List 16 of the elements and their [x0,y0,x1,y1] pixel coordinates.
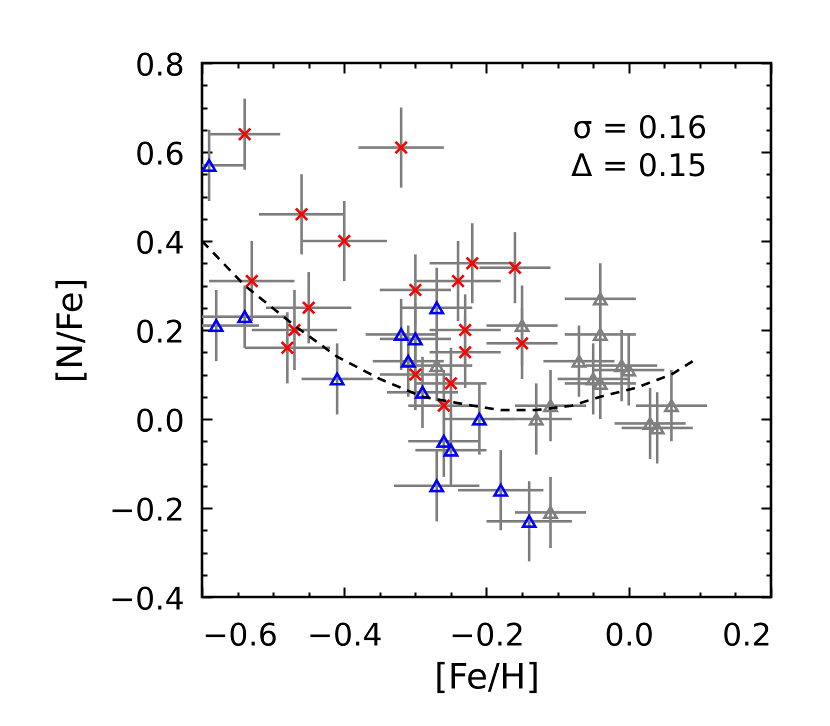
y-tick-label: −0.2 [109,492,184,528]
y-tick-label: 0.8 [135,48,184,84]
x-tick-label: −0.4 [307,618,382,654]
y-tick-label: 0.4 [135,226,184,262]
y-tick-label: 0.6 [135,136,184,172]
annotation: Δ = 0.15 [571,148,707,184]
y-tick-label: 0.2 [135,314,184,350]
y-tick-label: −0.4 [109,582,184,618]
x-tick-label: 0.0 [604,618,654,654]
x-tick-label: −0.2 [449,618,525,654]
x-axis-title: [Fe/H] [434,658,540,698]
x-tick-label: 0.2 [722,618,772,654]
y-tick-label: 0.0 [135,404,184,440]
annotation: σ = 0.16 [572,110,707,146]
x-tick-label: −0.6 [202,618,278,654]
y-axis-title: [N/Fe] [51,278,92,384]
